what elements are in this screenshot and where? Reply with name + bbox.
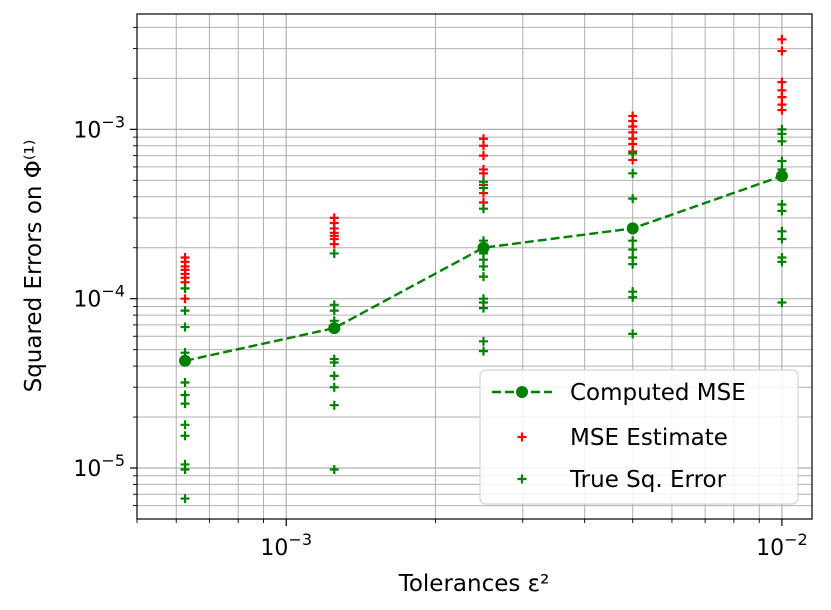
computed-mse-marker	[179, 354, 192, 367]
true-sq-error-point	[628, 194, 638, 204]
true-sq-error-point	[777, 164, 787, 174]
computed-mse-line	[184, 174, 783, 362]
mse-estimate-point	[478, 141, 488, 151]
true-sq-error-point	[478, 336, 488, 346]
true-sq-error-point	[478, 236, 488, 246]
true-sq-error-point	[628, 329, 638, 339]
true-sq-error-point	[329, 306, 339, 316]
computed-mse-line-layer	[179, 170, 788, 367]
legend-swatch-mse-estimate	[517, 432, 527, 442]
true-sq-error-point	[777, 234, 787, 244]
legend-swatch-true-sq-error	[517, 474, 527, 484]
legend-swatch-computed-mse-marker	[516, 386, 528, 398]
legend-label-true-sq-error: True Sq. Error	[569, 467, 727, 493]
mse-estimate-point	[777, 105, 787, 115]
true-sq-error-point	[628, 259, 638, 269]
scatter-points-layer	[180, 34, 787, 504]
true-sq-error-point	[180, 399, 190, 409]
legend-label-computed-mse: Computed MSE	[570, 380, 746, 406]
y-tick-label: 10−3	[73, 112, 125, 143]
true-sq-error-point	[777, 206, 787, 216]
true-sq-error-point	[478, 204, 488, 214]
true-sq-error-point	[628, 245, 638, 255]
legend-label-mse-estimate: MSE Estimate	[570, 425, 728, 451]
true-sq-error-point	[478, 303, 488, 313]
true-sq-error-point	[329, 316, 339, 326]
computed-mse-marker	[775, 170, 788, 183]
true-sq-error-point	[180, 283, 190, 293]
true-sq-error-point	[180, 322, 190, 332]
true-sq-error-point	[329, 382, 339, 392]
computed-mse-marker	[328, 322, 341, 335]
mse-estimate-point	[777, 77, 787, 87]
computed-mse-marker	[477, 241, 490, 254]
true-sq-error-point	[628, 168, 638, 178]
mse-estimate-point	[777, 34, 787, 44]
plot-frame	[136, 13, 813, 520]
true-sq-error-point	[478, 272, 488, 282]
true-sq-error-point	[329, 400, 339, 410]
true-sq-error-point	[777, 226, 787, 236]
true-sq-error-point	[628, 236, 638, 246]
x-tick-label: 10−2	[756, 530, 808, 561]
true-sq-error-point	[329, 465, 339, 475]
mse-estimate-point	[478, 168, 488, 178]
true-sq-error-point	[329, 248, 339, 258]
y-tick-label: 10−5	[73, 451, 125, 482]
true-sq-error-point	[478, 261, 488, 271]
y-tick-label: 10−4	[73, 282, 125, 313]
true-sq-error-point	[628, 292, 638, 302]
true-sq-error-point	[329, 371, 339, 381]
computed-mse-marker	[626, 222, 639, 235]
true-sq-error-point	[180, 377, 190, 387]
true-sq-error-point	[478, 346, 488, 356]
true-sq-error-point	[180, 431, 190, 441]
mse-estimate-point	[180, 294, 190, 304]
mse-estimate-point	[329, 239, 339, 249]
true-sq-error-point	[180, 465, 190, 475]
true-sq-error-point	[777, 257, 787, 267]
mse-estimate-point	[777, 46, 787, 56]
y-axis-label: Squared Errors on Φ⁽¹⁾	[21, 140, 47, 393]
x-tick-label: 10−3	[260, 530, 312, 561]
true-sq-error-point	[478, 183, 488, 193]
mse-estimate-point	[478, 151, 488, 161]
true-sq-error-point	[329, 357, 339, 367]
x-axis-label: Tolerances ε²	[398, 571, 550, 597]
legend-swatches	[492, 386, 552, 484]
legend-frame	[479, 369, 799, 505]
legend: Computed MSE MSE Estimate True Sq. Error	[479, 369, 799, 505]
true-sq-error-point	[180, 494, 190, 504]
axis-ticks: 10−3 10−2 10−5 10−4 10−3	[73, 26, 808, 561]
true-sq-error-point	[628, 149, 638, 159]
true-sq-error-point	[180, 420, 190, 430]
true-sq-error-point	[777, 156, 787, 166]
true-sq-error-point	[180, 390, 190, 400]
mse-estimate-point	[628, 139, 638, 149]
true-sq-error-point	[180, 306, 190, 316]
minor-grid	[136, 14, 812, 519]
true-sq-error-point	[777, 136, 787, 146]
true-sq-error-point	[777, 297, 787, 307]
true-sq-error-point	[180, 348, 190, 358]
